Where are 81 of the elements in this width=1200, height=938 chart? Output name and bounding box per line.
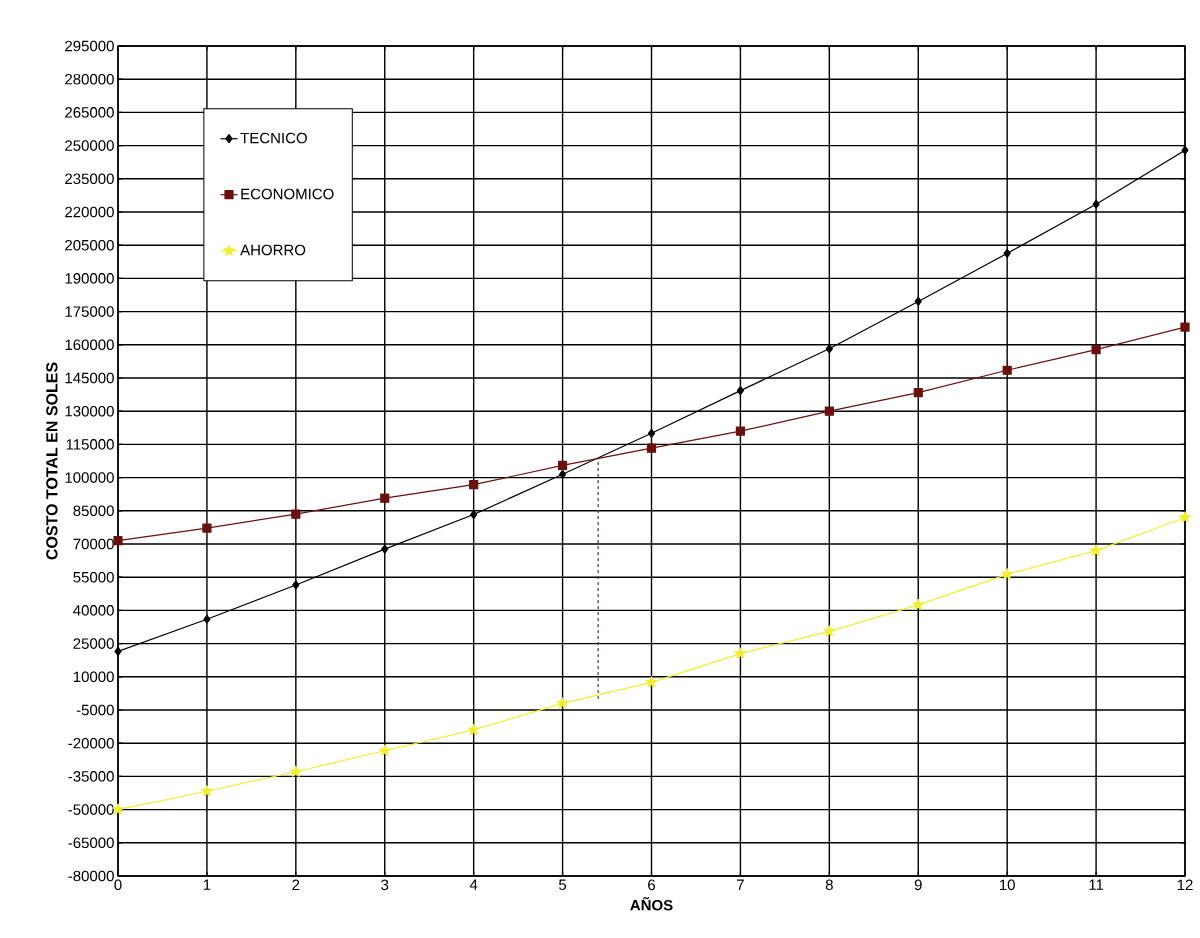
point [913,388,923,398]
point [734,647,747,659]
y-tick-label: -80000 [68,870,114,882]
y-tick-label: 10000 [73,671,114,683]
y-tick-label: 160000 [65,339,114,351]
point [469,480,479,490]
y-tick-label: 295000 [65,40,114,52]
y-tick-label: 190000 [65,273,114,284]
point [646,443,657,453]
point [556,697,569,709]
x-tick-label: 10 [999,879,1015,891]
x-tick-label: 6 [648,879,656,891]
y-tick-label: 85000 [73,505,114,517]
point [378,744,391,756]
point [467,723,480,736]
y-tick-label: -50000 [68,804,114,815]
y-tick-label: 205000 [65,239,114,251]
x-tick-label: 2 [292,879,300,891]
y-tick-label: 70000 [73,538,114,550]
point [824,406,834,416]
y-tick-label: 235000 [65,173,114,185]
point [1179,511,1191,523]
point [381,544,389,554]
y-tick-label: 115000 [66,439,114,450]
x-axis-title: AÑOS [630,897,673,911]
x-tick-label: 7 [737,879,744,890]
point [1181,145,1189,155]
y-tick-label: 55000 [73,571,114,583]
x-tick-label: 0 [114,879,122,891]
x-tick-label: 1 [203,879,211,890]
y-tick-label: 130000 [65,405,114,417]
y-tick-label: -65000 [68,837,114,849]
point [203,614,211,624]
point [1092,199,1100,209]
point [645,676,658,688]
point [912,598,925,610]
point [291,509,301,519]
x-tick-label: 8 [825,879,833,891]
y-tick-label: 40000 [73,605,114,616]
point [825,344,833,354]
point [200,785,213,797]
legend-label: ECONOMICO [241,188,334,200]
y-tick-label: 100000 [65,472,114,483]
point [1091,345,1101,355]
x-tick-label: 9 [914,879,922,891]
y-tick-label: -35000 [68,771,114,782]
point [1090,544,1103,556]
y-tick-label: -5000 [76,704,114,716]
y-tick-label: -20000 [68,737,114,749]
point [1180,322,1190,332]
point [736,386,745,396]
point [202,523,212,533]
x-tick-label: 5 [559,879,567,890]
x-tick-label: 11 [1089,879,1104,890]
point [114,646,122,656]
point [1003,248,1011,258]
y-tick-label: 250000 [65,140,114,151]
x-tick-label: 3 [381,879,389,891]
y-tick-label: 145000 [65,372,114,384]
y-tick-label: 220000 [65,206,114,218]
y-axis-title: COSTO TOTAL EN SOLES [46,362,58,560]
point [380,493,390,503]
legend-label: AHORRO [240,244,306,256]
y-tick-label: 175000 [65,306,114,317]
legend-label: TECNICO [240,132,307,144]
point [113,536,123,546]
point [735,426,746,436]
point [1001,568,1014,580]
point [823,625,836,637]
point [647,428,656,438]
point [289,765,302,777]
point [557,460,568,471]
point [914,296,922,307]
x-tick-label: 12 [1177,879,1193,891]
point [1002,365,1012,375]
y-tick-label: 265000 [65,107,114,118]
point [292,580,300,590]
y-tick-label: 280000 [65,73,114,85]
y-tick-label: 25000 [73,638,114,649]
x-tick-label: 4 [469,879,478,890]
point [558,469,567,479]
